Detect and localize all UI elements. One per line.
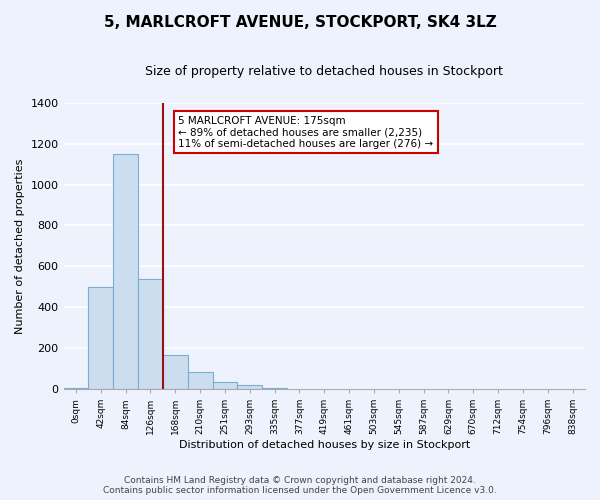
Bar bbox=[238, 385, 262, 389]
Text: 5 MARLCROFT AVENUE: 175sqm
← 89% of detached houses are smaller (2,235)
11% of s: 5 MARLCROFT AVENUE: 175sqm ← 89% of deta… bbox=[178, 116, 433, 149]
Bar bbox=[188, 372, 212, 389]
Text: Contains HM Land Registry data © Crown copyright and database right 2024.
Contai: Contains HM Land Registry data © Crown c… bbox=[103, 476, 497, 495]
Y-axis label: Number of detached properties: Number of detached properties bbox=[15, 158, 25, 334]
Bar bbox=[113, 154, 138, 389]
Bar bbox=[138, 278, 163, 389]
X-axis label: Distribution of detached houses by size in Stockport: Distribution of detached houses by size … bbox=[179, 440, 470, 450]
Text: 5, MARLCROFT AVENUE, STOCKPORT, SK4 3LZ: 5, MARLCROFT AVENUE, STOCKPORT, SK4 3LZ bbox=[104, 15, 496, 30]
Bar bbox=[88, 287, 113, 389]
Bar bbox=[64, 388, 88, 389]
Bar bbox=[163, 356, 188, 389]
Bar bbox=[212, 382, 238, 389]
Title: Size of property relative to detached houses in Stockport: Size of property relative to detached ho… bbox=[145, 65, 503, 78]
Bar bbox=[262, 388, 287, 389]
